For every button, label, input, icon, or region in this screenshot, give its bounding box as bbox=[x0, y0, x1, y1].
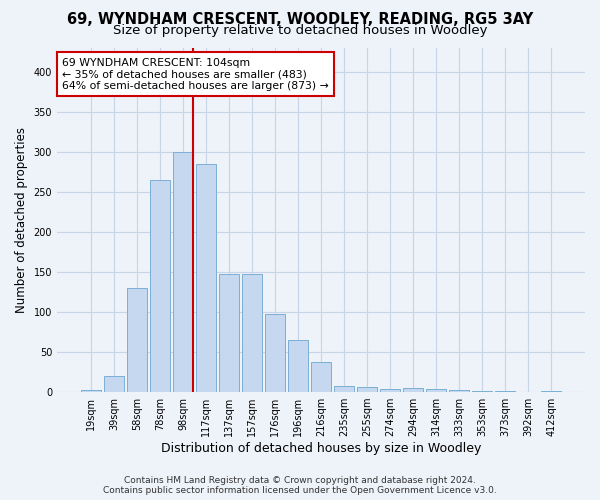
Bar bbox=[242, 274, 262, 392]
Bar bbox=[81, 390, 101, 392]
Text: 69, WYNDHAM CRESCENT, WOODLEY, READING, RG5 3AY: 69, WYNDHAM CRESCENT, WOODLEY, READING, … bbox=[67, 12, 533, 28]
Bar bbox=[357, 388, 377, 392]
Y-axis label: Number of detached properties: Number of detached properties bbox=[15, 127, 28, 313]
Bar bbox=[127, 288, 146, 392]
Bar bbox=[219, 274, 239, 392]
Text: Size of property relative to detached houses in Woodley: Size of property relative to detached ho… bbox=[113, 24, 487, 37]
Bar bbox=[449, 390, 469, 392]
Text: 69 WYNDHAM CRESCENT: 104sqm
← 35% of detached houses are smaller (483)
64% of se: 69 WYNDHAM CRESCENT: 104sqm ← 35% of det… bbox=[62, 58, 329, 91]
Bar bbox=[403, 388, 423, 392]
Bar bbox=[104, 376, 124, 392]
Bar bbox=[196, 164, 216, 392]
Bar bbox=[427, 389, 446, 392]
Bar bbox=[265, 314, 285, 392]
Bar bbox=[380, 389, 400, 392]
Text: Contains HM Land Registry data © Crown copyright and database right 2024.
Contai: Contains HM Land Registry data © Crown c… bbox=[103, 476, 497, 495]
X-axis label: Distribution of detached houses by size in Woodley: Distribution of detached houses by size … bbox=[161, 442, 481, 455]
Bar bbox=[288, 340, 308, 392]
Bar bbox=[334, 386, 354, 392]
Bar bbox=[150, 180, 170, 392]
Bar bbox=[173, 152, 193, 392]
Bar bbox=[311, 362, 331, 392]
